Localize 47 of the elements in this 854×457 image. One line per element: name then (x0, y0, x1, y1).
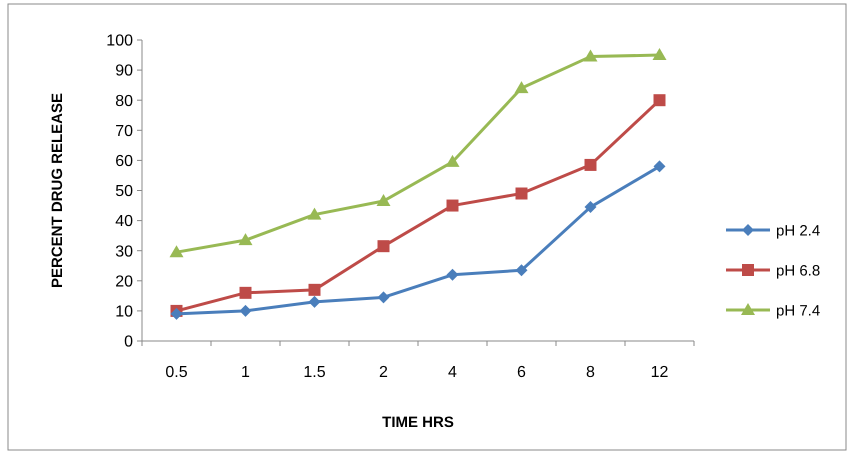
x-tick-label: 1 (241, 364, 250, 381)
point (308, 208, 322, 220)
point (516, 264, 528, 276)
point (378, 240, 390, 252)
legend-label: pH 7.4 (776, 302, 820, 320)
y-tick-label: 60 (115, 153, 134, 170)
point (584, 158, 596, 171)
x-tick-label: 12 (650, 364, 668, 381)
x-axis-title: TIME HRS (382, 414, 454, 431)
point (308, 284, 320, 296)
point (170, 245, 184, 258)
x-tick-label: 2 (379, 364, 388, 381)
point (584, 50, 598, 62)
x-tick-label: 4 (448, 364, 458, 381)
point (376, 194, 390, 206)
point (654, 94, 666, 106)
y-tick-label: 80 (115, 92, 134, 110)
y-tick-label: 100 (106, 32, 134, 50)
legend-label: pH 6.8 (776, 262, 820, 280)
point (240, 304, 252, 317)
point (446, 154, 460, 167)
x-tick-label: 6 (517, 364, 526, 381)
point (446, 200, 458, 212)
legend-label: pH 2.4 (776, 222, 820, 240)
point (654, 160, 666, 172)
y-axis-title: PERCENT DRUG RELEASE (49, 92, 66, 288)
y-tick-label: 20 (115, 273, 134, 290)
x-tick-label: 0.5 (165, 364, 188, 381)
point (378, 291, 390, 304)
point (240, 286, 252, 299)
x-tick-label: 8 (586, 364, 596, 381)
point (308, 296, 320, 308)
x-tick-label: 1.5 (303, 364, 326, 381)
point (238, 233, 252, 246)
point (584, 201, 596, 214)
y-tick-label: 90 (115, 62, 134, 80)
y-tick-label: 50 (115, 183, 134, 200)
point (514, 81, 528, 94)
point (446, 268, 458, 281)
point (516, 188, 528, 200)
y-tick-label: 70 (115, 122, 134, 140)
point (170, 308, 182, 320)
y-tick-label: 30 (115, 243, 134, 260)
y-tick-label: 40 (115, 213, 134, 230)
y-tick-label: 10 (115, 304, 134, 320)
point (652, 48, 666, 60)
y-tick-label: 0 (124, 334, 134, 351)
